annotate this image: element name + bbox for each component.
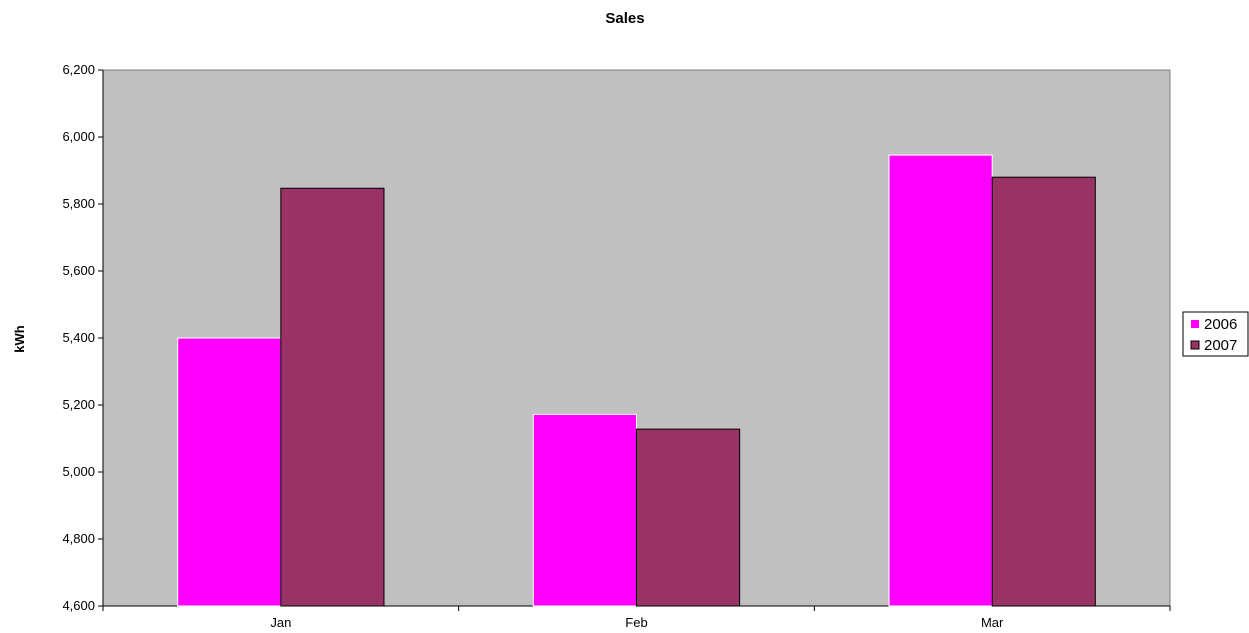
y-tick-label: 5,200	[62, 397, 95, 412]
y-tick-label: 6,200	[62, 62, 95, 77]
y-tick-label: 5,000	[62, 464, 95, 479]
x-tick-label: Mar	[981, 615, 1004, 630]
y-tick-label: 6,000	[62, 129, 95, 144]
x-tick-label: Feb	[625, 615, 647, 630]
legend-label-2007: 2007	[1204, 337, 1237, 354]
bar-2006-feb	[533, 414, 636, 606]
y-tick-label: 4,800	[62, 531, 95, 546]
legend-label-2006: 2006	[1204, 316, 1237, 333]
legend-swatch-2006	[1191, 320, 1199, 328]
y-tick-label: 4,600	[62, 598, 95, 613]
chart-title: Sales	[605, 10, 644, 27]
bar-2007-jan	[281, 188, 384, 606]
bar-2006-mar	[889, 155, 992, 606]
bar-2006-jan	[178, 338, 281, 606]
y-axis-label: kWh	[12, 325, 27, 353]
legend-swatch-2007	[1191, 341, 1199, 349]
bar-2007-mar	[992, 177, 1095, 606]
y-tick-label: 5,600	[62, 263, 95, 278]
x-tick-label: Jan	[270, 615, 291, 630]
bar-2007-feb	[637, 429, 740, 606]
y-tick-label: 5,800	[62, 196, 95, 211]
y-tick-label: 5,400	[62, 330, 95, 345]
